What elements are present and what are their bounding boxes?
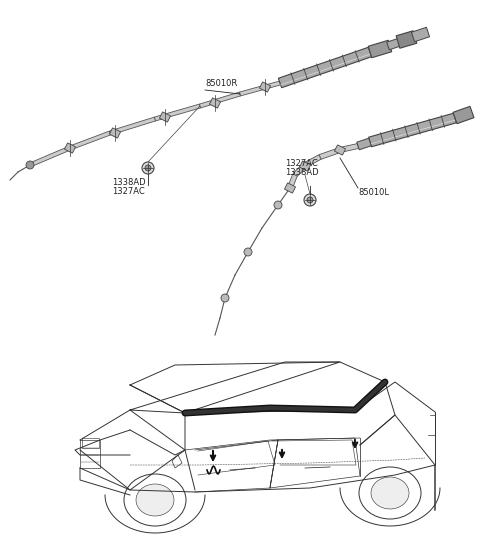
Polygon shape xyxy=(453,107,474,124)
Ellipse shape xyxy=(359,467,421,519)
Polygon shape xyxy=(357,138,371,150)
Text: 1327AC: 1327AC xyxy=(112,187,145,196)
Polygon shape xyxy=(159,112,170,122)
Polygon shape xyxy=(109,117,156,135)
Polygon shape xyxy=(209,98,221,108)
Text: 1327AC: 1327AC xyxy=(285,159,318,168)
Ellipse shape xyxy=(124,474,186,526)
Polygon shape xyxy=(199,92,240,108)
Polygon shape xyxy=(29,146,71,167)
Circle shape xyxy=(26,161,34,169)
Polygon shape xyxy=(285,183,296,193)
Polygon shape xyxy=(69,131,111,150)
Text: 85010L: 85010L xyxy=(358,188,389,197)
Polygon shape xyxy=(64,143,75,153)
Polygon shape xyxy=(319,148,341,159)
Polygon shape xyxy=(304,155,321,167)
Polygon shape xyxy=(368,40,392,58)
Text: 1338AD: 1338AD xyxy=(285,168,319,177)
Text: 1338AD: 1338AD xyxy=(112,178,145,187)
Polygon shape xyxy=(335,145,346,155)
Polygon shape xyxy=(293,163,307,177)
Polygon shape xyxy=(300,161,311,171)
Polygon shape xyxy=(387,38,401,50)
Polygon shape xyxy=(259,82,271,92)
Ellipse shape xyxy=(371,477,409,509)
Polygon shape xyxy=(109,128,120,138)
Circle shape xyxy=(221,294,229,302)
Polygon shape xyxy=(369,113,456,147)
Ellipse shape xyxy=(136,484,174,516)
Circle shape xyxy=(142,162,154,174)
Polygon shape xyxy=(339,143,359,153)
Polygon shape xyxy=(396,31,417,48)
Polygon shape xyxy=(278,47,372,88)
Circle shape xyxy=(307,197,313,203)
Circle shape xyxy=(304,194,316,206)
Circle shape xyxy=(244,248,252,256)
Polygon shape xyxy=(240,81,280,96)
Text: 85010R: 85010R xyxy=(205,79,237,88)
Circle shape xyxy=(145,165,151,171)
Polygon shape xyxy=(411,27,430,42)
Polygon shape xyxy=(288,174,297,189)
Circle shape xyxy=(274,201,282,209)
Polygon shape xyxy=(155,104,201,121)
